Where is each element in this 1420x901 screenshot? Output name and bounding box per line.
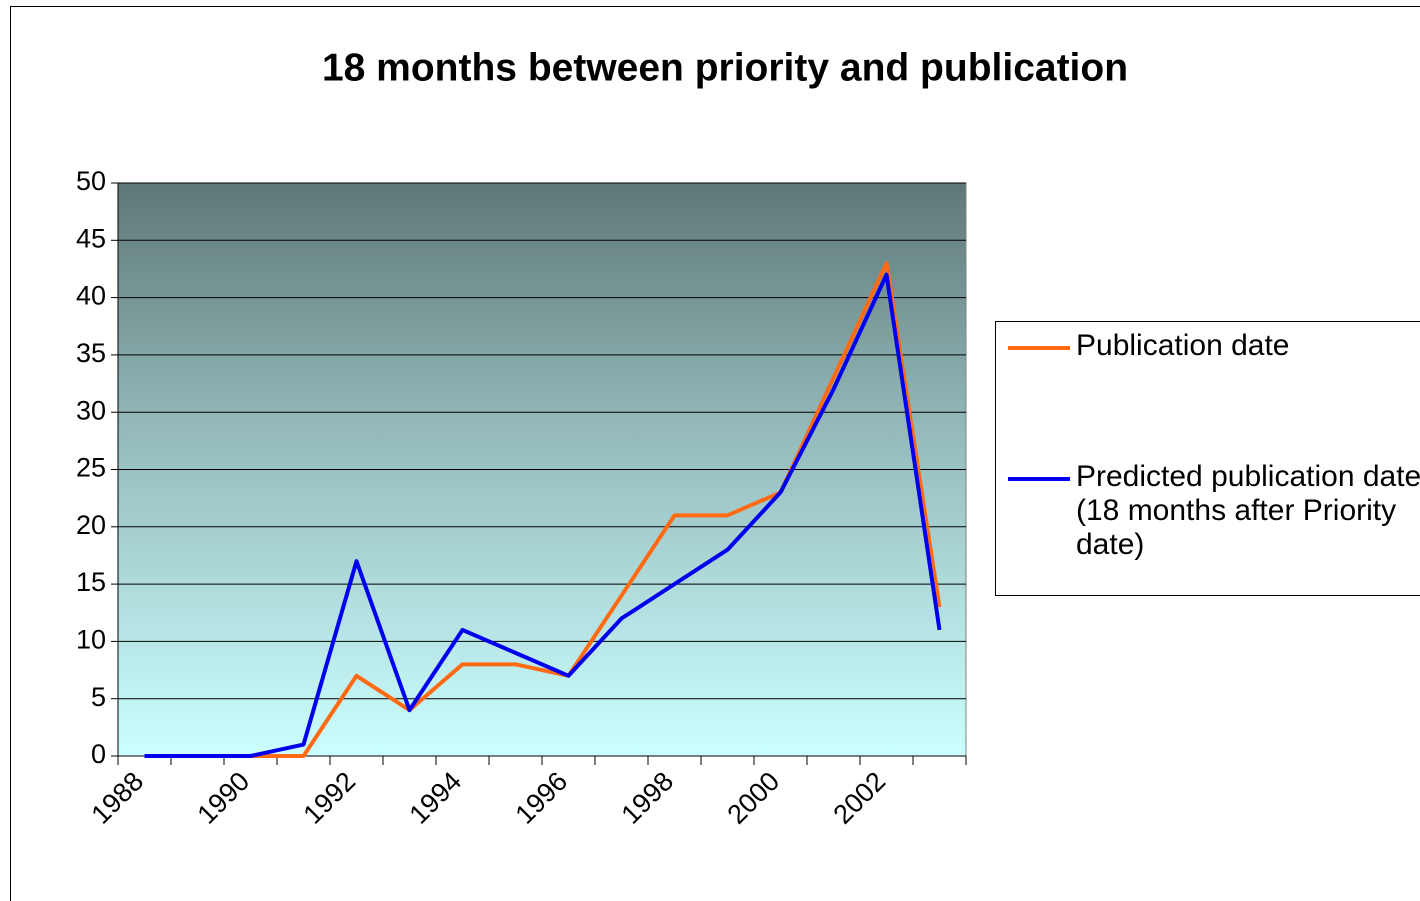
y-tick-label: 5 [91,682,106,712]
series-line [144,272,942,758]
y-tick-label: 50 [76,166,106,196]
legend-label: Publication date [1076,329,1290,362]
y-tick-label: 15 [76,567,106,597]
y-tick-label: 30 [76,395,106,425]
y-tick-label: 45 [76,223,106,253]
y-tick-label: 20 [76,510,106,540]
legend-label-box: Publication date [1076,329,1290,362]
legend-label: Predicted publication date (18 months af… [1076,460,1420,561]
legend-box [995,321,1420,596]
chart-title: 18 months between priority and publicati… [322,46,1128,89]
y-tick-label: 10 [76,625,106,655]
legend-label-box: Predicted publication date (18 months af… [1076,460,1420,561]
y-tick-label: 35 [76,338,106,368]
y-tick-label: 25 [76,453,106,483]
series-line [144,261,942,758]
y-tick-label: 40 [76,281,106,311]
y-tick-label: 0 [91,739,106,769]
